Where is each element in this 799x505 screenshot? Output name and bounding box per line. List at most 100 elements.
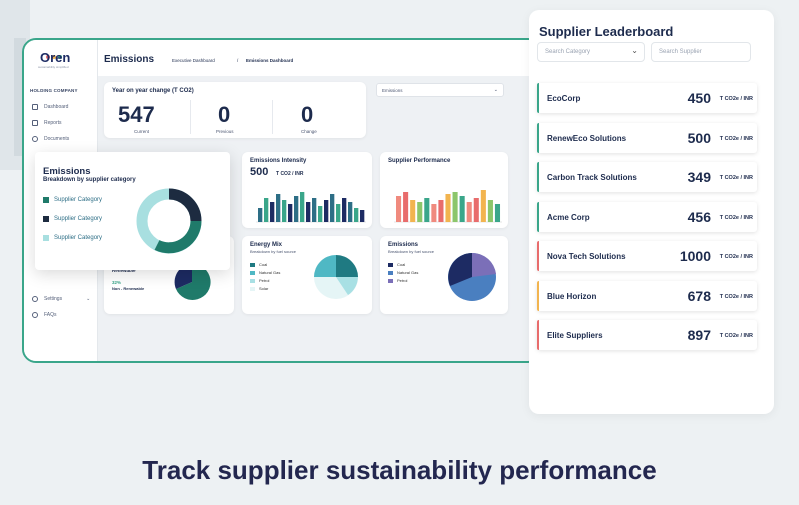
legend-item: Natural Gas — [250, 270, 280, 275]
dashboard-icon — [32, 104, 38, 110]
energy-title: Energy Mix — [250, 242, 283, 248]
leaderboard-row[interactable]: Acme Corp 456 T CO2e / INR — [537, 201, 757, 232]
logo: Oren — [40, 50, 71, 65]
supplier-unit: T CO2e / INR — [719, 214, 753, 221]
chart-bar — [270, 202, 275, 222]
status-bar — [537, 83, 539, 113]
supplier-search-input[interactable]: Search Supplier — [651, 42, 751, 62]
legend-item: Natural Gas — [388, 270, 418, 275]
emissions-fuel-title: Emissions — [388, 242, 419, 248]
breadcrumb-executive[interactable]: Executive Dashboard — [172, 58, 215, 63]
renewable-label: Renewable — [112, 268, 136, 273]
intensity-card: Emissions Intensity 500 T CO2 / INR — [242, 152, 372, 228]
sidebar-item-documents[interactable]: Documents — [32, 136, 69, 142]
chart-bar — [336, 204, 341, 222]
leaderboard-row[interactable]: Carbon Track Solutions 349 T CO2e / INR — [537, 162, 757, 192]
renewable-pct: 32% — [112, 280, 122, 285]
performance-card: Supplier Performance — [380, 152, 508, 228]
legend-item: Coal — [250, 262, 267, 267]
breadcrumb-emissions[interactable]: Emissions Dashboard — [246, 58, 294, 63]
renewable-pie-chart — [174, 263, 211, 300]
leaderboard-title: Supplier Leaderboard — [539, 24, 674, 39]
sidebar-item-help[interactable]: FAQs — [32, 312, 57, 318]
leaderboard-row[interactable]: Nova Tech Solutions 1000 T CO2e / INR — [537, 241, 757, 271]
supplier-value: 450 — [687, 90, 711, 106]
logo-dots — [46, 46, 66, 59]
supplier-value: 678 — [687, 287, 711, 304]
documents-icon — [32, 136, 38, 142]
donut-segment-1 — [154, 220, 202, 254]
divider — [272, 100, 273, 134]
yoy-change-value: 0 — [301, 102, 314, 127]
intensity-value: 500 — [250, 166, 269, 178]
metric-select-value: Emissions — [382, 88, 403, 93]
pie-slice-renewable — [174, 264, 192, 289]
performance-title: Supplier Performance — [388, 158, 451, 164]
popup-legend-item: Supplier Category — [43, 197, 102, 203]
sidebar-item-reports[interactable]: Reports — [32, 120, 62, 126]
chart-bar — [318, 206, 323, 222]
intensity-unit: T CO2 / INR — [276, 171, 304, 177]
leaderboard-row[interactable]: RenewEco Solutions 500 T CO2e / INR — [537, 122, 757, 153]
leaderboard-row[interactable]: Elite Suppliers 897 T CO2e / INR — [537, 320, 757, 350]
yoy-change-label: Change — [301, 129, 317, 134]
status-bar — [537, 122, 539, 153]
supplier-name: Carbon Track Solutions — [547, 173, 637, 182]
chart-bar — [410, 200, 416, 222]
sidebar-item-settings[interactable]: Settings ⌄ — [32, 296, 90, 302]
sidebar-item-dashboard[interactable]: Dashboard — [32, 104, 68, 110]
sidebar-item-label: Settings — [44, 296, 63, 302]
chart-bar — [306, 202, 311, 222]
supplier-name: Elite Suppliers — [547, 331, 603, 340]
chevron-down-icon: ⌄ — [86, 296, 91, 302]
chart-bar — [264, 198, 269, 222]
chart-bar — [396, 196, 402, 222]
metric-select[interactable]: Emissions ⌄ — [376, 83, 504, 97]
legend-item: Coal — [388, 262, 405, 267]
supplier-name: RenewEco Solutions — [547, 133, 627, 143]
divider — [190, 100, 191, 134]
sidebar-item-label: Documents — [44, 136, 70, 142]
supplier-unit: T CO2e / INR — [719, 135, 753, 142]
supplier-unit: T CO2e / INR — [719, 175, 753, 181]
popup-legend-item: Supplier Category — [43, 216, 102, 222]
page-title: Emissions — [104, 54, 155, 65]
chart-bar — [288, 204, 293, 222]
leaderboard-row[interactable]: EcoCorp 450 T CO2e / INR — [537, 83, 757, 113]
yoy-title: Year on year change (T CO2) — [112, 88, 194, 94]
chart-bar — [431, 204, 437, 222]
breadcrumb-separator: / — [237, 58, 239, 63]
supplier-leaderboard-panel: Supplier Leaderboard Search Category ⌄ S… — [529, 10, 774, 414]
supplier-unit: T CO2e / INR — [719, 96, 753, 102]
performance-bar-chart — [394, 190, 502, 223]
emissions-fuel-pie-chart — [448, 252, 496, 301]
chart-bar — [424, 198, 430, 222]
status-bar — [537, 162, 539, 192]
caption: Track supplier sustainability performanc… — [142, 455, 657, 485]
energy-sub: Breakdown by fuel source — [250, 249, 297, 254]
supplier-name: Blue Horizon — [547, 291, 597, 301]
pie-slice-nonrenewable — [176, 263, 211, 300]
non-renewable-label: Non - Renewable — [112, 286, 145, 291]
legend-item: Solar — [250, 286, 268, 291]
chart-bar — [452, 192, 458, 222]
chevron-down-icon: ⌄ — [631, 46, 638, 55]
pie-slice-coal — [336, 255, 358, 277]
reports-icon — [32, 120, 38, 126]
category-search-input[interactable]: Search Category ⌄ — [537, 42, 645, 62]
chart-bar — [403, 192, 409, 222]
supplier-value: 500 — [687, 129, 711, 146]
chart-bar — [459, 196, 465, 222]
chart-bar — [494, 204, 501, 222]
status-bar — [537, 241, 539, 271]
leaderboard-row[interactable]: Blue Horizon 678 T CO2e / INR — [537, 280, 757, 311]
donut-segment-2 — [168, 188, 202, 222]
sidebar-item-label: Dashboard — [44, 104, 69, 110]
sidebar-item-label: FAQs — [44, 312, 57, 318]
pie-slice-natural-gas — [314, 255, 336, 277]
chart-bar — [438, 200, 444, 222]
chart-bar — [324, 200, 329, 222]
chart-bar — [417, 202, 423, 222]
sidebar-item-label: Reports — [44, 120, 62, 126]
popup-title: Emissions — [43, 166, 91, 177]
